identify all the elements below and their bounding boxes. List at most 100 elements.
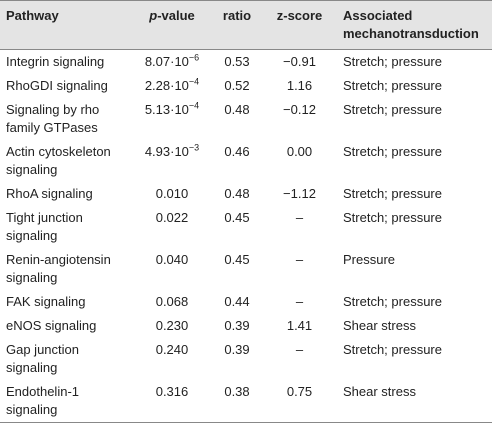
pathway-cell: Endothelin-1 signaling xyxy=(0,380,132,423)
p-value-base: 4.93·10 xyxy=(144,144,189,159)
header-line: Associated xyxy=(343,8,413,23)
p-value-cell: 0.316 xyxy=(132,380,212,423)
header-row: Pathway p-value ratio z-score Associated… xyxy=(0,0,492,50)
ratio-cell: 0.39 xyxy=(224,318,250,333)
pathway-cell: Signaling by rho family GTPases xyxy=(0,98,132,140)
ratio-cell: 0.53 xyxy=(224,54,250,69)
pathway-cell: eNOS signaling xyxy=(0,314,132,338)
table-row: Tight junction signaling 0.022 0.45 – Stretch… xyxy=(0,206,492,248)
ratio-cell: 0.48 xyxy=(224,102,250,117)
pathway-line: eNOS signaling xyxy=(6,318,97,333)
pathway-cell: RhoA signaling xyxy=(0,182,132,206)
z-score-cell: – xyxy=(295,210,304,225)
pathway-cell: Renin-angiotensin signaling xyxy=(0,248,132,290)
pathway-line: Endothelin-1 xyxy=(6,384,79,399)
pathway-line: signaling xyxy=(6,228,58,243)
mechano-cell: Shear stress xyxy=(343,384,416,399)
table-row: Renin-angiotensin signaling 0.040 0.45 – Pres… xyxy=(0,248,492,290)
mechano-cell: Stretch; pressure xyxy=(343,186,442,201)
pathway-cell: Actin cytoskeleton signaling xyxy=(0,140,132,182)
table-row: Actin cytoskeleton signaling 4.93·10−3 0.46… xyxy=(0,140,492,182)
mechano-cell: Stretch; pressure xyxy=(343,210,442,225)
pathway-line: family GTPases xyxy=(6,120,98,135)
z-score-cell: 0.75 xyxy=(286,384,313,399)
p-value-base: 0.316 xyxy=(155,384,189,399)
ratio-cell: 0.45 xyxy=(224,252,250,267)
p-value-cell: 0.068 xyxy=(132,290,212,314)
p-value-base: 0.230 xyxy=(155,318,189,333)
table-body: Integrin signaling 8.07·10−6 0.53 −0.91 Stre… xyxy=(0,50,492,423)
p-value-base: 0.010 xyxy=(155,186,189,201)
p-value-cell: 8.07·10−6 xyxy=(132,50,212,75)
pathway-line: signaling xyxy=(6,402,58,417)
header-cell: z-score xyxy=(276,8,323,23)
mechano-cell: Stretch; pressure xyxy=(343,294,442,309)
p-value-exponent: −4 xyxy=(188,76,200,87)
p-value-cell: 5.13·10−4 xyxy=(132,98,212,140)
pathway-line: signaling xyxy=(6,360,58,375)
pathway-line: Gap junction xyxy=(6,342,79,357)
mechano-cell: Stretch; pressure xyxy=(343,54,442,69)
z-score-cell: 1.41 xyxy=(286,318,313,333)
pathway-line: Renin-angiotensin xyxy=(6,252,111,267)
z-score-cell: −0.91 xyxy=(283,54,316,69)
header-cell: ratio xyxy=(222,8,252,23)
mechano-cell: Stretch; pressure xyxy=(343,144,442,159)
pathway-table: Pathway p-value ratio z-score Associated… xyxy=(0,0,492,423)
ratio-cell: 0.38 xyxy=(224,384,250,399)
pathway-line: Tight junction xyxy=(6,210,83,225)
table-row: Integrin signaling 8.07·10−6 0.53 −0.91 Stre… xyxy=(0,50,492,75)
pathway-cell: Gap junction signaling xyxy=(0,338,132,380)
table-row: Signaling by rho family GTPases 5.13·10−4 0… xyxy=(0,98,492,140)
ratio-cell: 0.39 xyxy=(224,342,250,357)
table-row: RhoA signaling 0.010 0.48 −1.12 Stretch; pre… xyxy=(0,182,492,206)
pathway-cell: Tight junction signaling xyxy=(0,206,132,248)
table-header: Pathway p-value ratio z-score Associated… xyxy=(0,0,492,50)
p-value-cell: 0.040 xyxy=(132,248,212,290)
table-row: FAK signaling 0.068 0.44 – Stretch; pressure xyxy=(0,290,492,314)
pathway-line: RhoGDI signaling xyxy=(6,78,108,93)
header-cell: p-value xyxy=(149,8,195,23)
table-row: eNOS signaling 0.230 0.39 1.41 Shear stress xyxy=(0,314,492,338)
p-value-exponent: −4 xyxy=(188,100,200,111)
ratio-cell: 0.45 xyxy=(224,210,250,225)
pathway-line: Integrin signaling xyxy=(6,54,105,69)
mechano-cell: Stretch; pressure xyxy=(343,78,442,93)
p-value-cell: 2.28·10−4 xyxy=(132,74,212,98)
header-cell: Pathway xyxy=(6,8,59,23)
z-score-cell: – xyxy=(295,294,304,309)
mechano-cell: Shear stress xyxy=(343,318,416,333)
p-value-cell: 0.022 xyxy=(132,206,212,248)
p-value-base: 0.022 xyxy=(155,210,189,225)
ratio-cell: 0.52 xyxy=(224,78,250,93)
z-score-cell: −0.12 xyxy=(283,102,316,117)
mechano-cell: Stretch; pressure xyxy=(343,342,442,357)
pathway-line: Signaling by rho xyxy=(6,102,100,117)
pathway-line: RhoA signaling xyxy=(6,186,93,201)
p-value-cell: 0.230 xyxy=(132,314,212,338)
p-value-cell: 0.240 xyxy=(132,338,212,380)
p-value-cell: 0.010 xyxy=(132,182,212,206)
pathway-line: signaling xyxy=(6,162,58,177)
pathway-cell: Integrin signaling xyxy=(0,50,132,75)
p-value-base: 5.13·10 xyxy=(144,102,189,117)
z-score-cell: 0.00 xyxy=(286,144,313,159)
z-score-cell: 1.16 xyxy=(286,78,313,93)
p-value-base: 2.28·10 xyxy=(144,78,189,93)
table-row: RhoGDI signaling 2.28·10−4 0.52 1.16 Stretch… xyxy=(0,74,492,98)
z-score-cell: – xyxy=(295,342,304,357)
p-value-base: 0.068 xyxy=(155,294,189,309)
pathway-line: FAK signaling xyxy=(6,294,86,309)
table-row: Gap junction signaling 0.240 0.39 – Stretch; … xyxy=(0,338,492,380)
ratio-cell: 0.48 xyxy=(224,186,250,201)
header-line: mechanotransduction xyxy=(343,26,479,41)
p-value-base: 0.240 xyxy=(155,342,189,357)
p-value-exponent: −6 xyxy=(188,52,200,63)
header-cell: Associated mechanotransduction xyxy=(337,1,492,50)
pathway-line: Actin cytoskeleton xyxy=(6,144,111,159)
pathway-cell: RhoGDI signaling xyxy=(0,74,132,98)
ratio-cell: 0.44 xyxy=(224,294,250,309)
p-value-exponent: −3 xyxy=(188,142,200,153)
pathway-line: signaling xyxy=(6,270,58,285)
